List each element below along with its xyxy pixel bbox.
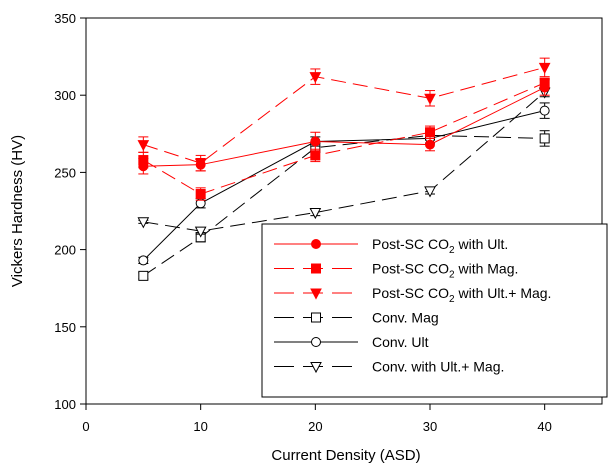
data-point [194, 226, 207, 238]
x-tick-label: 30 [423, 419, 437, 434]
data-point [195, 189, 206, 200]
plot-frame [85, 17, 603, 405]
y-tick-label: 350 [54, 11, 76, 26]
series-2 [137, 57, 551, 172]
legend-entry: Conv. Mag [274, 310, 439, 326]
data-point [310, 288, 322, 300]
data-point [309, 208, 322, 220]
legend-entry: Conv. Ult [274, 334, 429, 350]
y-tick-label: 300 [54, 88, 76, 103]
data-point [539, 77, 550, 88]
x-tick-label: 0 [82, 419, 89, 434]
legend-label: Post-SC CO2 with Mag. [372, 261, 518, 281]
data-point [138, 155, 149, 166]
series-line [143, 82, 545, 195]
legend-entry: Post-SC CO2 with Mag. [274, 261, 518, 281]
data-point [311, 337, 321, 347]
series-line [143, 134, 545, 277]
y-tick-label: 150 [54, 320, 76, 335]
series-1 [138, 77, 550, 201]
data-point [425, 139, 435, 150]
series-line [143, 87, 545, 167]
data-point [310, 136, 321, 147]
legend-label: Conv. with Ult.+ Mag. [372, 359, 504, 375]
data-point [138, 255, 149, 266]
legend-label: Post-SC CO2 with Ult.+ Mag. [372, 285, 551, 305]
series-line [143, 66, 545, 164]
legend-entry: Conv. with Ult.+ Mag. [274, 359, 504, 375]
data-point [310, 362, 322, 374]
y-tick-label: 250 [54, 165, 76, 180]
series-line [143, 91, 545, 232]
data-point [194, 158, 207, 170]
data-point [424, 186, 436, 198]
data-point [539, 105, 550, 116]
x-tick-label: 40 [537, 419, 551, 434]
data-point [138, 270, 149, 281]
data-point [539, 133, 550, 144]
data-point [311, 312, 321, 323]
data-point [137, 140, 150, 152]
legend-entry: Post-SC CO2 with Ult. [274, 236, 508, 256]
data-point [137, 217, 150, 229]
legend-box [261, 223, 608, 398]
y-tick-label: 100 [54, 397, 76, 412]
y-tick-label: 200 [54, 243, 76, 258]
legend-label: Post-SC CO2 with Ult. [372, 236, 508, 256]
data-point [309, 72, 322, 84]
x-tick-label: 10 [193, 419, 207, 434]
x-tick-label: 20 [308, 419, 322, 434]
data-point [311, 239, 321, 249]
data-point [310, 150, 321, 161]
plot-area [137, 57, 551, 281]
y-axis-title: Vickers Hardness (HV) [9, 135, 26, 287]
legend-label: Conv. Ult [372, 334, 429, 350]
legend-entry: Post-SC CO2 with Ult.+ Mag. [274, 285, 551, 305]
data-point [538, 62, 551, 74]
legend-label: Conv. Mag [372, 310, 439, 326]
x-axis-title: Current Density (ASD) [271, 447, 420, 464]
data-point [311, 263, 321, 274]
data-point [425, 127, 435, 138]
axes: 0 10 20 30 40 100 150 200 250 300 350 [54, 11, 603, 434]
legend: Post-SC CO2 with Ult. Post-SC CO2 with Ma… [261, 223, 608, 398]
data-point [424, 93, 436, 105]
